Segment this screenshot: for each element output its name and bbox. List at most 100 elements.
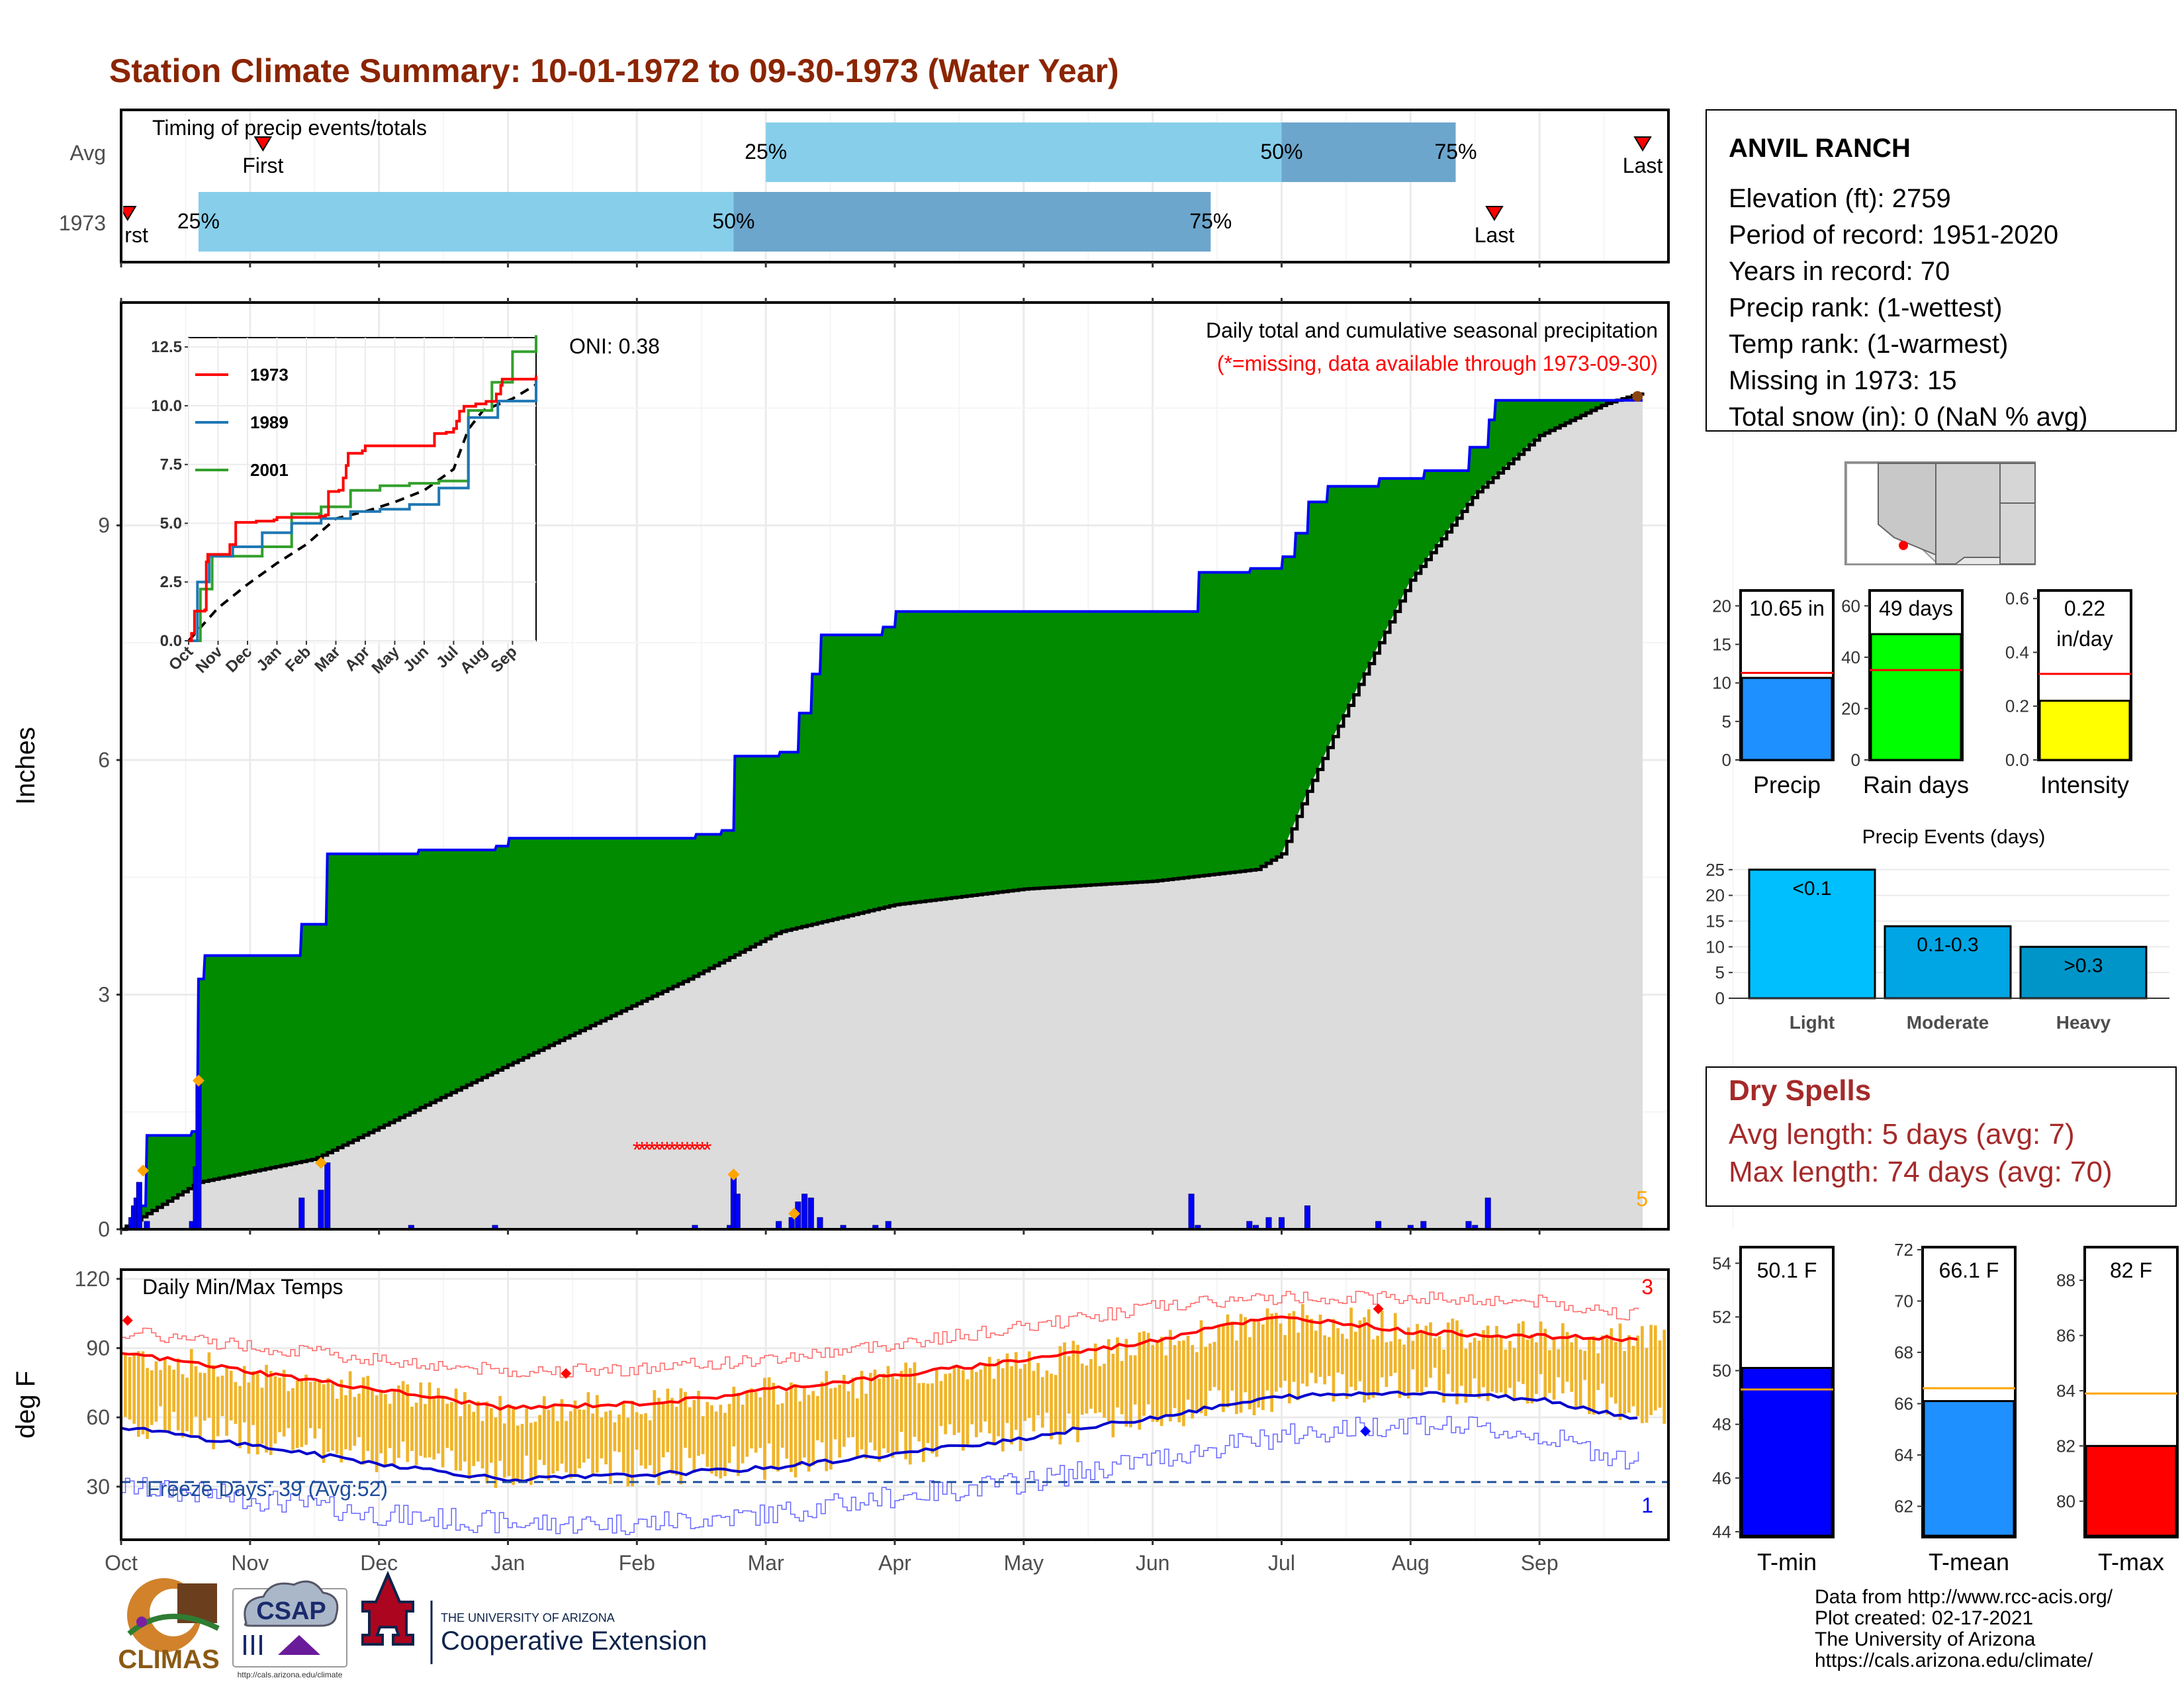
station-precip-rank: Precip rank: (1-wettest) [1729, 293, 2002, 322]
precip-cumulative-line [121, 399, 1643, 1231]
daily-temp-bar [437, 1387, 440, 1454]
missing-day-marker: * [637, 1137, 646, 1162]
daily-temp-bar [719, 1405, 723, 1479]
daily-temp-bar [1252, 1319, 1256, 1415]
daily-temp-bar [921, 1383, 925, 1462]
daily-temp-bar [1292, 1311, 1296, 1382]
daily-temp-bar [203, 1373, 206, 1421]
month-label: Jan [491, 1551, 525, 1575]
daily-temp-bar [525, 1408, 528, 1456]
month-label: Dec [360, 1551, 398, 1575]
daily-temp-bar [697, 1390, 700, 1456]
daily-temp-bar [1548, 1350, 1551, 1393]
daily-temp-bar [705, 1401, 709, 1467]
daily-temp-bar [679, 1388, 683, 1485]
daily-temp-bar [371, 1389, 374, 1464]
daily-temp-bar [1464, 1348, 1468, 1403]
timing-label-50: 50% [1260, 140, 1302, 164]
daily-temp-bar [326, 1378, 330, 1452]
daily-temp-bar [216, 1376, 220, 1436]
climas-logo: CLIMAS [118, 1578, 220, 1674]
daily-temp-bar [842, 1374, 846, 1447]
daily-temp-bar [1455, 1320, 1459, 1405]
daily-temp-bar [1300, 1303, 1304, 1384]
daily-temp-bar [604, 1411, 608, 1465]
summary-value-label: 49 days [1879, 596, 1953, 620]
daily-temp-bar [582, 1409, 586, 1463]
daily-record-marker [727, 1168, 740, 1181]
timing-first-label: First [242, 154, 283, 177]
precip-surplus-area [121, 392, 1643, 1229]
temp-summary-y-tick-label: 52 [1712, 1307, 1731, 1327]
daily-temp-bar [445, 1403, 449, 1448]
station-elevation: Elevation (ft): 2759 [1729, 184, 1951, 213]
temp-summary-y-tick-label: 86 [2056, 1325, 2075, 1345]
footer-plot-created: Plot created: 02-17-2021 [1815, 1607, 2033, 1629]
inset-y-tick-label: 2.5 [160, 573, 182, 591]
daily-temp-bar [1217, 1324, 1221, 1391]
temp-summary-y-tick-label: 80 [2056, 1491, 2075, 1511]
daily-temp-bar [891, 1375, 895, 1458]
daily-temp-bar [1512, 1348, 1516, 1401]
daily-temp-bar [1103, 1364, 1106, 1418]
daily-temp-bar [833, 1387, 837, 1440]
daily-temp-bar [1614, 1342, 1617, 1404]
daily-temp-bar [966, 1379, 970, 1446]
daily-precip-bar [318, 1190, 324, 1230]
temp-summary-y-tick-label: 68 [1894, 1342, 1913, 1362]
daily-temp-bar [1124, 1338, 1128, 1427]
daily-temp-bar [1433, 1338, 1437, 1368]
daily-precip-bar [1188, 1194, 1195, 1230]
daily-temp-bar [282, 1370, 286, 1437]
precip-end-marker [1632, 391, 1643, 402]
daily-temp-bar [490, 1408, 493, 1463]
daily-temp-bar [1557, 1349, 1561, 1378]
daily-temp-bar [846, 1391, 850, 1438]
daily-temp-bar [1297, 1333, 1300, 1401]
dry-spells-box: Dry Spells Avg length: 5 days (avg: 7) M… [1706, 1066, 2177, 1207]
temp-summary-y-tick-label: 46 [1712, 1468, 1731, 1488]
summary-y-tick-label: 5 [1722, 712, 1731, 731]
daily-temp-bar [1380, 1310, 1384, 1378]
daily-temp-bar [146, 1368, 149, 1439]
daily-temp-bar [1508, 1340, 1512, 1388]
daily-temp-bar [212, 1365, 215, 1450]
station-missing: Missing in 1973: 15 [1729, 366, 1957, 395]
temp-record-marker [1373, 1303, 1384, 1315]
ua-small-text: THE UNIVERSITY OF ARIZONA [441, 1611, 615, 1624]
daily-temp-bar [666, 1388, 670, 1452]
summary-bar-0 [1741, 677, 1833, 761]
daily-temp-bar [520, 1424, 524, 1481]
daily-temp-bar [154, 1361, 158, 1422]
daily-temp-bar [648, 1420, 652, 1466]
daily-temp-bar [1416, 1324, 1419, 1393]
daily-temp-bar [1191, 1344, 1195, 1419]
daily-temp-bar [869, 1372, 872, 1442]
missing-day-marker: * [643, 1137, 651, 1162]
daily-temp-bar [1371, 1339, 1375, 1398]
record-min-line [121, 1416, 1639, 1535]
daily-temp-bar [1248, 1337, 1251, 1410]
temp-summary-y-tick-label: 64 [1894, 1445, 1913, 1465]
missing-day-marker: * [653, 1137, 661, 1162]
daily-temp-bar [1601, 1335, 1604, 1384]
inset-average-line [187, 383, 537, 642]
footer-data-source: Data from http://www.rcc-acis.org/ [1815, 1586, 2113, 1608]
daily-temp-bar [207, 1352, 211, 1418]
daily-temp-bar [1314, 1331, 1318, 1383]
station-temp-rank: Temp rank: (1-warmest) [1729, 330, 2008, 359]
daily-temp-bar [1565, 1332, 1569, 1382]
daily-temp-bar [1631, 1346, 1635, 1407]
month-label: Jul [1268, 1551, 1295, 1575]
events-bar-label: <0.1 [1792, 878, 1831, 900]
daily-temp-bar [1605, 1335, 1609, 1415]
summary-y-tick-label: 60 [1841, 596, 1860, 616]
daily-temp-bar [1036, 1362, 1040, 1416]
daily-temp-bar [1530, 1334, 1534, 1404]
daily-temp-bar [406, 1384, 410, 1462]
daily-temp-bar [608, 1410, 612, 1485]
average-min-line [120, 1390, 1638, 1483]
missing-day-marker: * [683, 1137, 692, 1162]
dry-spells-max: Max length: 74 days (avg: 70) [1729, 1156, 2113, 1188]
daily-temp-bar [1116, 1337, 1119, 1408]
